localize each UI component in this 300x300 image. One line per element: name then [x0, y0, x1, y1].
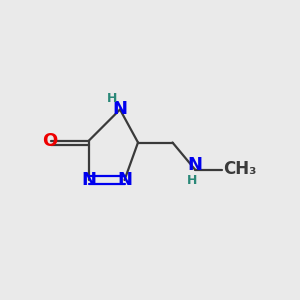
Text: N: N — [188, 156, 202, 174]
Text: CH₃: CH₃ — [224, 160, 257, 178]
Text: N: N — [81, 171, 96, 189]
Text: H: H — [106, 92, 117, 105]
Text: N: N — [117, 171, 132, 189]
Text: H: H — [187, 174, 197, 188]
Text: O: O — [42, 132, 57, 150]
Text: N: N — [112, 100, 128, 118]
